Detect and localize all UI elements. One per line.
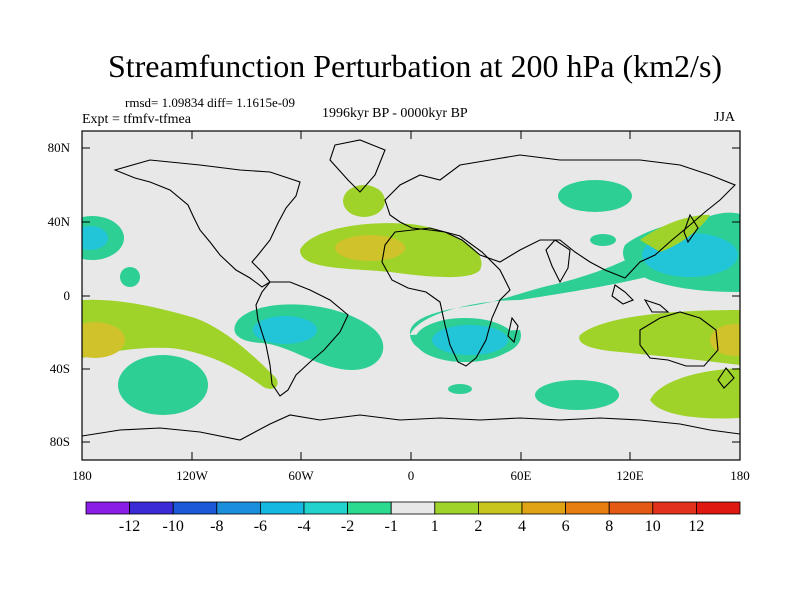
- colorbar: [85, 501, 741, 515]
- colorbar-swatch: [347, 501, 392, 515]
- season-label: JJA: [714, 110, 736, 125]
- contour-neg-s-indian: [535, 380, 619, 410]
- period-label: 1996kyr BP - 0000kyr BP: [322, 106, 468, 121]
- colorbar-swatch: [129, 501, 174, 515]
- lat-label-80n: 80N: [47, 140, 70, 155]
- colorbar-label: -4: [297, 518, 311, 535]
- colorbar-swatch: [259, 501, 305, 515]
- contour-pos-n-atlantic-small: [343, 185, 385, 217]
- colorbar-label: 8: [605, 518, 614, 535]
- contour-neg-asia: [558, 180, 632, 212]
- lat-label-40n: 40N: [47, 214, 70, 229]
- contour-pos-s-tasman: [650, 368, 740, 419]
- colorbar-swatch: [85, 501, 130, 515]
- lon-label-120e: 120E: [616, 468, 644, 483]
- lon-label-120w: 120W: [176, 468, 208, 483]
- experiment-label: Expt = tfmfv-tfmea: [82, 112, 191, 127]
- contour-neg-small: [120, 267, 140, 287]
- colorbar-label: -1: [384, 518, 398, 535]
- colorbar-label: -2: [340, 518, 355, 535]
- contour-fills: [82, 180, 740, 419]
- colorbar-swatch: [477, 501, 523, 515]
- contour-neg-core: [82, 226, 108, 250]
- colorbar-swatch: [608, 501, 654, 515]
- lon-label-0: 0: [407, 468, 415, 483]
- colorbar-label: 12: [688, 518, 705, 535]
- rmsd-stats: rmsd= 1.09834 diff= 1.1615e-09: [125, 95, 296, 110]
- colorbar-label: 10: [644, 518, 661, 535]
- contour-pos-core: [82, 322, 125, 358]
- colorbar-swatch: [565, 501, 610, 515]
- contour-pos-japan: [640, 214, 710, 252]
- colorbar-label: 4: [518, 518, 526, 535]
- colorbar-swatch: [303, 501, 348, 515]
- colorbar-label: -6: [253, 518, 268, 535]
- colorbar-label: -10: [162, 518, 184, 535]
- contour-pos-core: [335, 235, 405, 261]
- contour-pos-australia: [579, 310, 740, 365]
- colorbar-label: 6: [561, 518, 570, 535]
- colorbar-swatch: [390, 501, 436, 515]
- colorbar-label: -8: [210, 518, 224, 535]
- colorbar-swatch: [216, 501, 261, 515]
- contour-neg-core: [432, 325, 508, 355]
- contour-pos-s-pacific: [82, 299, 278, 389]
- axis-ticks: [81, 131, 741, 460]
- lon-label-60e: 60E: [510, 468, 532, 483]
- colorbar-label: 1: [430, 518, 439, 535]
- lat-label-eq: 0: [63, 288, 71, 303]
- contour-neg-small: [448, 384, 472, 394]
- lat-label-40s: 40S: [49, 361, 70, 376]
- contour-neg-small: [590, 234, 616, 246]
- coastlines: [82, 139, 740, 441]
- contour-neg-core: [253, 316, 317, 344]
- colorbar-swatch: [696, 501, 741, 515]
- colorbar-swatch: [172, 501, 218, 515]
- colorbar-label: 2: [474, 518, 483, 535]
- lat-label-80s: 80S: [49, 434, 70, 449]
- plot-title: Streamfunction Perturbation at 200 hPa (…: [107, 48, 723, 84]
- colorbar-swatch: [434, 501, 479, 515]
- lon-label-180e: 180: [730, 468, 750, 483]
- lon-label-180w: 180: [72, 468, 92, 483]
- colorbar-label: -12: [118, 518, 141, 535]
- contour-neg-s-pacific: [118, 355, 208, 415]
- colorbar-swatch: [652, 501, 697, 515]
- colorbar-swatch: [521, 501, 566, 515]
- lon-label-60w: 60W: [288, 468, 314, 483]
